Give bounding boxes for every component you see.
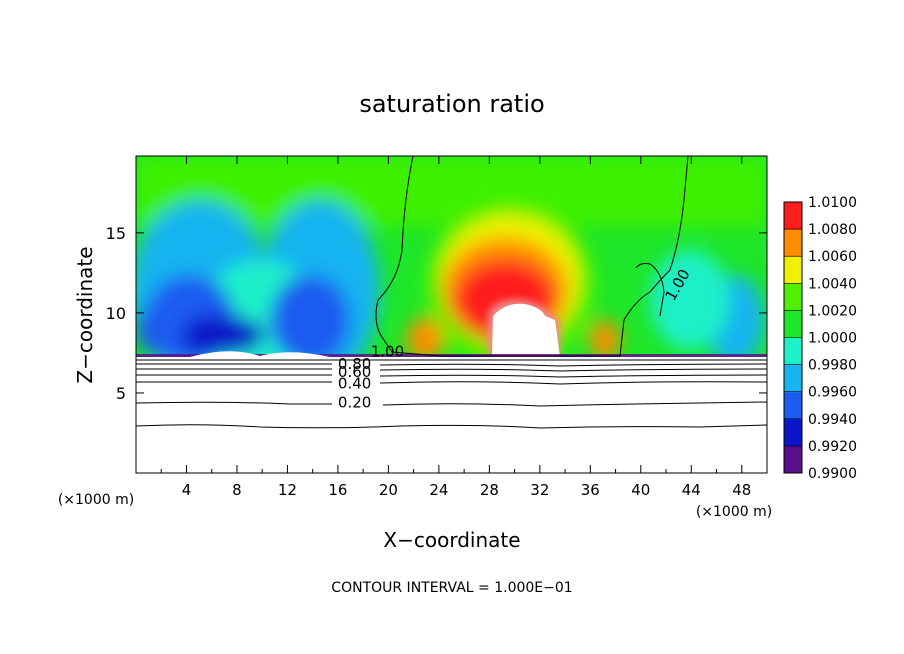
colorbar-swatch [784,310,802,338]
colorbar-swatch [784,256,802,284]
contour-label: 0.60 [338,363,371,381]
contour-label: 0.40 [338,374,371,392]
x-tick-label: 32 [530,481,549,499]
contour-label: 0.20 [338,394,371,412]
x-tick-label: 4 [182,481,192,499]
colorbar-swatch [784,391,802,420]
y-tick-label: 15 [106,224,126,243]
y-tick-label: 10 [106,304,126,323]
colorbar-swatch [784,229,802,257]
x-unit-left: (×1000 m) [58,492,134,508]
colorbar-swatch [784,445,802,474]
x-tick-label: 48 [732,481,751,499]
colorbar-label: 1.0040 [808,276,857,292]
contour-label: 0.80 [338,355,371,373]
y-tick-label: 5 [116,384,126,403]
x-tick-label: 28 [480,481,499,499]
chart-title: saturation ratio [359,90,544,118]
x-axis-label: X−coordinate [383,528,520,552]
colorbar: 0.9900 0.9920 0.9940 0.9960 0.9980 1.0000 1.00… [783,195,857,482]
contour-interval-note: CONTOUR INTERVAL = 1.000E−01 [331,580,572,596]
colorbar-label: 0.9940 [808,412,857,428]
x-tick-label: 40 [631,481,650,499]
plot-area [135,155,768,474]
colorbar-swatch [784,337,802,366]
x-tick-label: 8 [232,481,242,499]
x-tick-label: 20 [379,481,398,499]
colorbar-swatch [784,364,802,393]
x-tick-label: 16 [328,481,347,499]
colorbar-label: 1.0100 [808,195,857,211]
colorbar-label: 0.9920 [808,439,857,455]
contour-lines [136,156,767,429]
colorbar-label: 1.0000 [808,331,857,347]
y-axis-label: Z−coordinate [73,246,97,383]
colorbar-label: 1.0020 [808,303,857,319]
x-tick-label: 44 [682,481,701,499]
colorbar-label: 0.9980 [808,358,857,374]
x-tick-label: 12 [278,481,297,499]
colorbar-label: 0.9900 [808,466,857,482]
colorbar-label: 1.0060 [808,249,857,265]
colorbar-label: 1.0080 [808,222,857,238]
colorbar-swatch [784,418,802,447]
x-axis-ticks: 4 8 12 16 20 24 28 32 36 40 44 48 [160,156,751,499]
colorbar-swatch [784,283,802,311]
x-unit-right: (×1000 m) [696,504,772,520]
y-axis-ticks: 5 10 15 [106,224,767,403]
x-tick-label: 24 [429,481,448,499]
contour-label: 1.00 [371,342,404,360]
colorbar-label: 0.9960 [808,385,857,401]
x-tick-label: 36 [581,481,600,499]
heatmap-field [136,156,767,473]
colorbar-swatch [784,202,802,230]
